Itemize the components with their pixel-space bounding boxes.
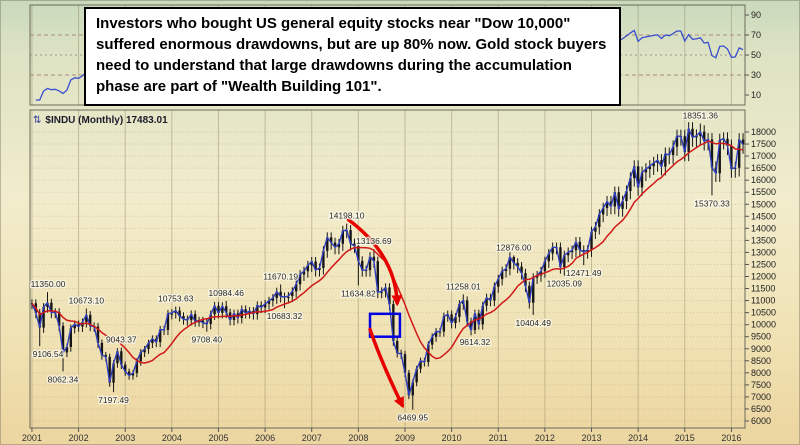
svg-text:16000: 16000 bbox=[751, 175, 776, 185]
price-label: 11670.19 bbox=[263, 271, 298, 281]
svg-text:10500: 10500 bbox=[751, 308, 776, 318]
chart-title-text: $INDU (Monthly) 17483.01 bbox=[45, 115, 168, 126]
svg-text:2001: 2001 bbox=[22, 433, 42, 443]
price-label: 10404.49 bbox=[515, 318, 551, 328]
svg-text:16500: 16500 bbox=[751, 163, 776, 173]
drawdown-arrow-2 bbox=[368, 327, 405, 409]
svg-text:10000: 10000 bbox=[751, 320, 776, 330]
svg-text:2005: 2005 bbox=[208, 433, 228, 443]
svg-text:12500: 12500 bbox=[751, 259, 776, 269]
svg-text:90: 90 bbox=[751, 10, 761, 20]
price-label: 10683.32 bbox=[267, 311, 303, 321]
svg-text:11000: 11000 bbox=[751, 296, 775, 306]
svg-text:9500: 9500 bbox=[751, 332, 771, 342]
price-label: 15370.33 bbox=[694, 198, 730, 208]
svg-text:2003: 2003 bbox=[115, 433, 135, 443]
price-label: 11350.00 bbox=[31, 279, 66, 289]
price-label: 6469.95 bbox=[397, 413, 428, 423]
chart-type-icon: ⇅ bbox=[33, 115, 42, 126]
price-label: 12876.00 bbox=[496, 242, 532, 252]
price-label: 10753.63 bbox=[158, 294, 194, 304]
svg-text:2015: 2015 bbox=[675, 433, 695, 443]
price-label: 13136.69 bbox=[356, 236, 392, 246]
svg-text:6500: 6500 bbox=[751, 404, 771, 414]
svg-text:9000: 9000 bbox=[751, 344, 771, 354]
svg-text:7500: 7500 bbox=[751, 380, 771, 390]
svg-text:2014: 2014 bbox=[628, 433, 648, 443]
price-label: 18351.36 bbox=[683, 111, 719, 121]
annotation-note-box: Investors who bought US general equity s… bbox=[84, 7, 621, 107]
price-label: 9043.37 bbox=[106, 335, 137, 345]
price-label: 12471.49 bbox=[566, 268, 602, 278]
price-label: 9106.54 bbox=[33, 349, 64, 359]
price-label: 12035.09 bbox=[547, 279, 583, 289]
svg-text:50: 50 bbox=[751, 50, 761, 60]
svg-text:13000: 13000 bbox=[751, 247, 776, 257]
svg-text:2012: 2012 bbox=[535, 433, 555, 443]
svg-text:15500: 15500 bbox=[751, 187, 776, 197]
price-label: 9614.32 bbox=[460, 337, 491, 347]
drawdown-arrow-1 bbox=[346, 218, 403, 307]
svg-text:8500: 8500 bbox=[751, 356, 771, 366]
svg-text:30: 30 bbox=[751, 70, 761, 80]
price-label-layer: 11350.00 9106.54 8062.34 10673.10 7197.49 904… bbox=[29, 109, 731, 424]
svg-text:2004: 2004 bbox=[162, 433, 182, 443]
svg-text:11500: 11500 bbox=[751, 284, 775, 294]
svg-text:70: 70 bbox=[751, 30, 761, 40]
price-label: 11258.01 bbox=[446, 281, 481, 291]
price-label: 8062.34 bbox=[48, 374, 79, 384]
axis-layer: 18000 17500 17000 16500 16000 15500 15000 14500… bbox=[22, 10, 776, 443]
svg-text:15000: 15000 bbox=[751, 199, 776, 209]
svg-text:2010: 2010 bbox=[442, 433, 462, 443]
price-label: 7197.49 bbox=[98, 395, 129, 405]
svg-text:2013: 2013 bbox=[581, 433, 601, 443]
svg-text:12000: 12000 bbox=[751, 272, 776, 282]
svg-text:2008: 2008 bbox=[348, 433, 368, 443]
svg-text:2006: 2006 bbox=[255, 433, 275, 443]
svg-text:8000: 8000 bbox=[751, 368, 771, 378]
svg-text:10: 10 bbox=[751, 90, 761, 100]
svg-text:2009: 2009 bbox=[395, 433, 415, 443]
price-label: 9708.40 bbox=[191, 335, 222, 345]
annotation-layer bbox=[346, 218, 405, 409]
price-label: 14198.10 bbox=[329, 211, 365, 221]
chart-title: ⇅ $INDU (Monthly) 17483.01 bbox=[33, 115, 168, 126]
svg-text:2007: 2007 bbox=[302, 433, 322, 443]
svg-text:17000: 17000 bbox=[751, 151, 776, 161]
price-label: 10673.10 bbox=[69, 295, 105, 305]
svg-text:2016: 2016 bbox=[721, 433, 741, 443]
dow-10000-highlight-box bbox=[368, 312, 402, 338]
svg-text:2002: 2002 bbox=[69, 433, 89, 443]
svg-text:17500: 17500 bbox=[751, 139, 776, 149]
svg-text:7000: 7000 bbox=[751, 392, 771, 402]
svg-text:18000: 18000 bbox=[751, 127, 776, 137]
price-label: 11634.82 bbox=[341, 288, 376, 298]
svg-text:6000: 6000 bbox=[751, 416, 771, 426]
price-line-layer bbox=[31, 126, 744, 396]
svg-text:14000: 14000 bbox=[751, 223, 776, 233]
svg-text:2011: 2011 bbox=[489, 433, 508, 443]
svg-text:13500: 13500 bbox=[751, 235, 776, 245]
svg-text:14500: 14500 bbox=[751, 211, 776, 221]
price-label: 10984.46 bbox=[209, 288, 245, 298]
